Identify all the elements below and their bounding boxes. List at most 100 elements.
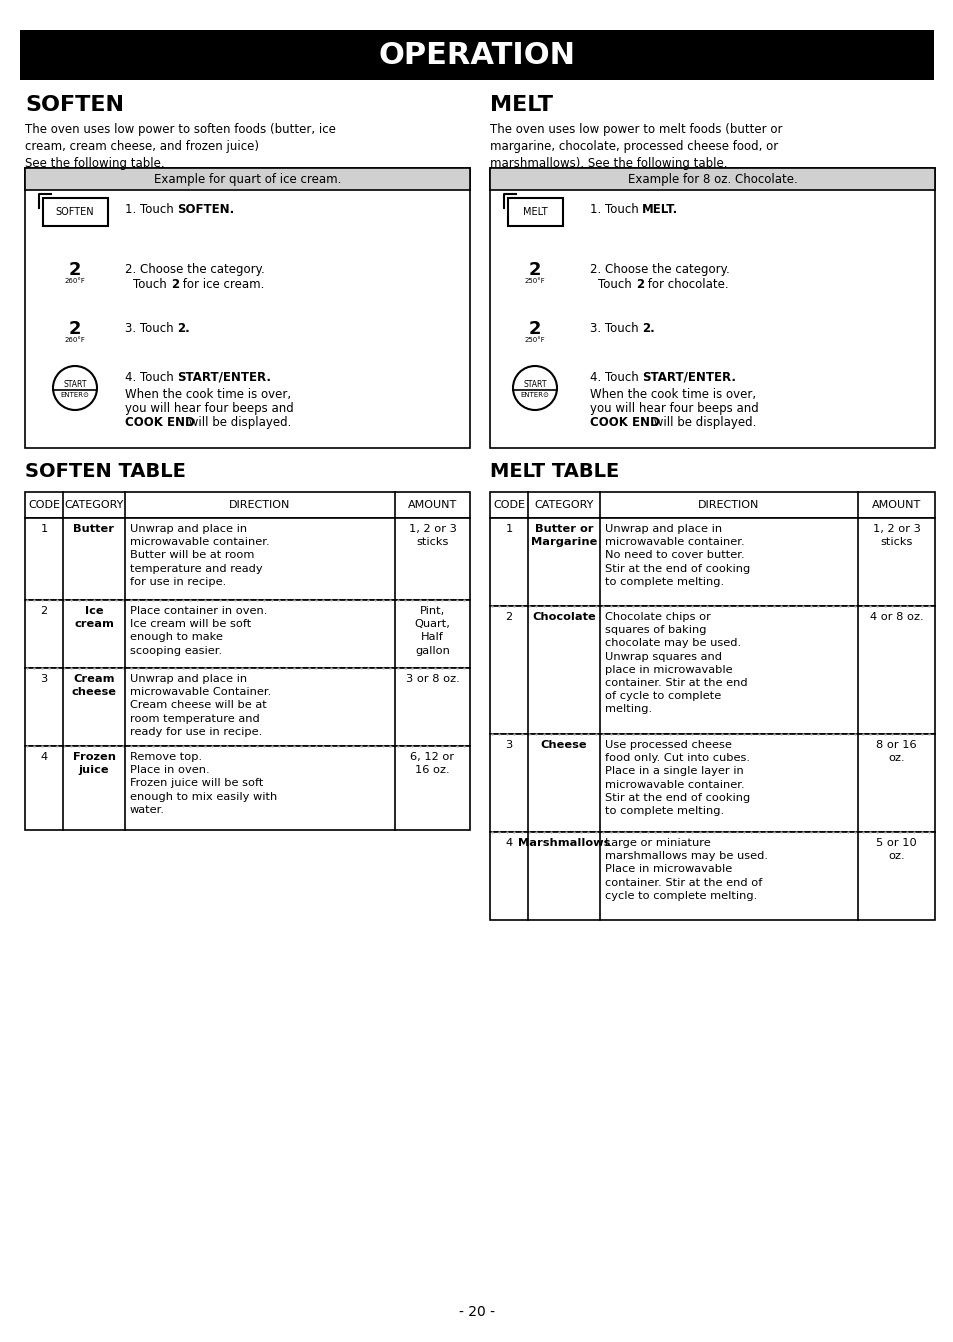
Text: MELT: MELT [522, 207, 547, 217]
Text: you will hear four beeps and: you will hear four beeps and [589, 403, 758, 415]
Bar [43, 199, 108, 225]
Text: 2: 2 [171, 278, 179, 291]
Text: Place container in oven.
Ice cream will be soft
enough to make
scooping easier.: Place container in oven. Ice cream will … [130, 607, 267, 656]
Text: 2. Choose the category.: 2. Choose the category. [589, 263, 729, 276]
Text: 4. Touch: 4. Touch [125, 370, 177, 384]
Text: Large or miniature
marshmallows may be used.
Place in microwavable
container. St: Large or miniature marshmallows may be u… [604, 837, 767, 900]
Text: 8 or 16
oz.: 8 or 16 oz. [875, 739, 916, 764]
Text: Unwrap and place in
microwavable container.
No need to cover butter.
Stir at the: Unwrap and place in microwavable contain… [604, 523, 749, 586]
Text: When the cook time is over,: When the cook time is over, [589, 388, 756, 401]
Text: ENTER⊙: ENTER⊙ [60, 392, 90, 399]
Text: 250°F: 250°F [524, 337, 545, 344]
Text: 6, 12 or
16 oz.: 6, 12 or 16 oz. [410, 752, 454, 776]
Text: will be displayed.: will be displayed. [649, 416, 756, 429]
Text: Unwrap and place in
microwavable Container.
Cream cheese will be at
room tempera: Unwrap and place in microwavable Contain… [130, 674, 271, 737]
Text: ENTER⊙: ENTER⊙ [520, 392, 549, 399]
Text: will be displayed.: will be displayed. [185, 416, 291, 429]
Text: CATEGORY: CATEGORY [534, 501, 593, 510]
Bar [490, 168, 934, 191]
Text: MELT: MELT [490, 95, 553, 115]
Text: 4 or 8 oz.: 4 or 8 oz. [869, 612, 923, 621]
Text: AMOUNT: AMOUNT [871, 501, 921, 510]
Text: SOFTEN: SOFTEN [55, 207, 94, 217]
Text: DIRECTION: DIRECTION [229, 501, 291, 510]
Bar [25, 600, 470, 668]
Text: OPERATION: OPERATION [378, 42, 575, 71]
Bar [490, 518, 934, 607]
Text: AMOUNT: AMOUNT [408, 501, 456, 510]
Text: CODE: CODE [28, 501, 60, 510]
Text: 250°F: 250°F [524, 278, 545, 285]
Text: SOFTEN TABLE: SOFTEN TABLE [25, 462, 186, 480]
Bar [507, 199, 562, 225]
Text: Touch: Touch [132, 278, 171, 291]
Bar [25, 168, 470, 448]
Text: 1. Touch: 1. Touch [125, 203, 177, 216]
Text: Remove top.
Place in oven.
Frozen juice will be soft
enough to mix easily with
w: Remove top. Place in oven. Frozen juice … [130, 752, 277, 815]
Text: The oven uses low power to melt foods (butter or
margarine, chocolate, processed: The oven uses low power to melt foods (b… [490, 123, 781, 170]
Text: Ice
cream: Ice cream [74, 607, 113, 629]
Text: Unwrap and place in
microwavable container.
Butter will be at room
temperature a: Unwrap and place in microwavable contain… [130, 523, 270, 586]
Text: COOK END: COOK END [589, 416, 659, 429]
Bar [25, 518, 470, 600]
Text: START/ENTER.: START/ENTER. [177, 370, 271, 384]
Text: 1, 2 or 3
sticks: 1, 2 or 3 sticks [408, 523, 456, 548]
Text: MELT TABLE: MELT TABLE [490, 462, 618, 480]
Text: DIRECTION: DIRECTION [698, 501, 759, 510]
Text: COOK END: COOK END [125, 416, 194, 429]
Bar [25, 168, 470, 191]
Bar [490, 832, 934, 921]
Bar [490, 607, 934, 734]
Text: Cheese: Cheese [540, 739, 587, 750]
Text: 3. Touch: 3. Touch [125, 322, 177, 336]
Bar [20, 30, 933, 81]
Text: 2. Choose the category.: 2. Choose the category. [125, 263, 265, 276]
Text: Butter: Butter [73, 523, 114, 534]
Text: Pint,
Quart,
Half
gallon: Pint, Quart, Half gallon [415, 607, 450, 656]
Text: 1. Touch: 1. Touch [589, 203, 641, 216]
Text: 2: 2 [528, 260, 540, 279]
Text: Chocolate: Chocolate [532, 612, 596, 621]
Text: 260°F: 260°F [65, 278, 86, 285]
Bar [490, 734, 934, 832]
Text: 3. Touch: 3. Touch [589, 322, 641, 336]
Text: 2: 2 [636, 278, 643, 291]
Text: MELT.: MELT. [641, 203, 678, 216]
Text: 260°F: 260°F [65, 337, 86, 344]
Text: Use processed cheese
food only. Cut into cubes.
Place in a single layer in
micro: Use processed cheese food only. Cut into… [604, 739, 749, 816]
Bar [25, 493, 470, 518]
Text: 2: 2 [40, 607, 48, 616]
Text: 1: 1 [40, 523, 48, 534]
Text: for ice cream.: for ice cream. [179, 278, 264, 291]
Text: 5 or 10
oz.: 5 or 10 oz. [875, 837, 916, 862]
Text: - 20 -: - 20 - [458, 1304, 495, 1319]
Text: 4: 4 [40, 752, 48, 762]
Text: When the cook time is over,: When the cook time is over, [125, 388, 291, 401]
Text: 2: 2 [528, 319, 540, 338]
Bar [490, 168, 934, 448]
Text: 4: 4 [505, 837, 512, 848]
Text: Marshmallows: Marshmallows [517, 837, 610, 848]
Text: START: START [522, 380, 546, 389]
Text: 3: 3 [40, 674, 48, 684]
Text: 2: 2 [505, 612, 512, 621]
Text: Example for 8 oz. Chocolate.: Example for 8 oz. Chocolate. [627, 173, 797, 185]
Text: Frozen
juice: Frozen juice [72, 752, 115, 776]
Text: 1, 2 or 3
sticks: 1, 2 or 3 sticks [872, 523, 920, 548]
Text: START/ENTER.: START/ENTER. [641, 370, 735, 384]
Text: Cream
cheese: Cream cheese [71, 674, 116, 698]
Text: 1: 1 [505, 523, 512, 534]
Text: for chocolate.: for chocolate. [643, 278, 728, 291]
Text: The oven uses low power to soften foods (butter, ice
cream, cream cheese, and fr: The oven uses low power to soften foods … [25, 123, 335, 170]
Text: CATEGORY: CATEGORY [64, 501, 124, 510]
Text: 3: 3 [505, 739, 512, 750]
Text: START: START [63, 380, 87, 389]
Text: CODE: CODE [493, 501, 524, 510]
Text: 4. Touch: 4. Touch [589, 370, 641, 384]
Text: Example for quart of ice cream.: Example for quart of ice cream. [153, 173, 341, 185]
Bar [25, 668, 470, 746]
Text: Chocolate chips or
squares of baking
chocolate may be used.
Unwrap squares and
p: Chocolate chips or squares of baking cho… [604, 612, 747, 714]
Bar [490, 493, 934, 518]
Text: Touch: Touch [598, 278, 635, 291]
Text: SOFTEN.: SOFTEN. [177, 203, 234, 216]
